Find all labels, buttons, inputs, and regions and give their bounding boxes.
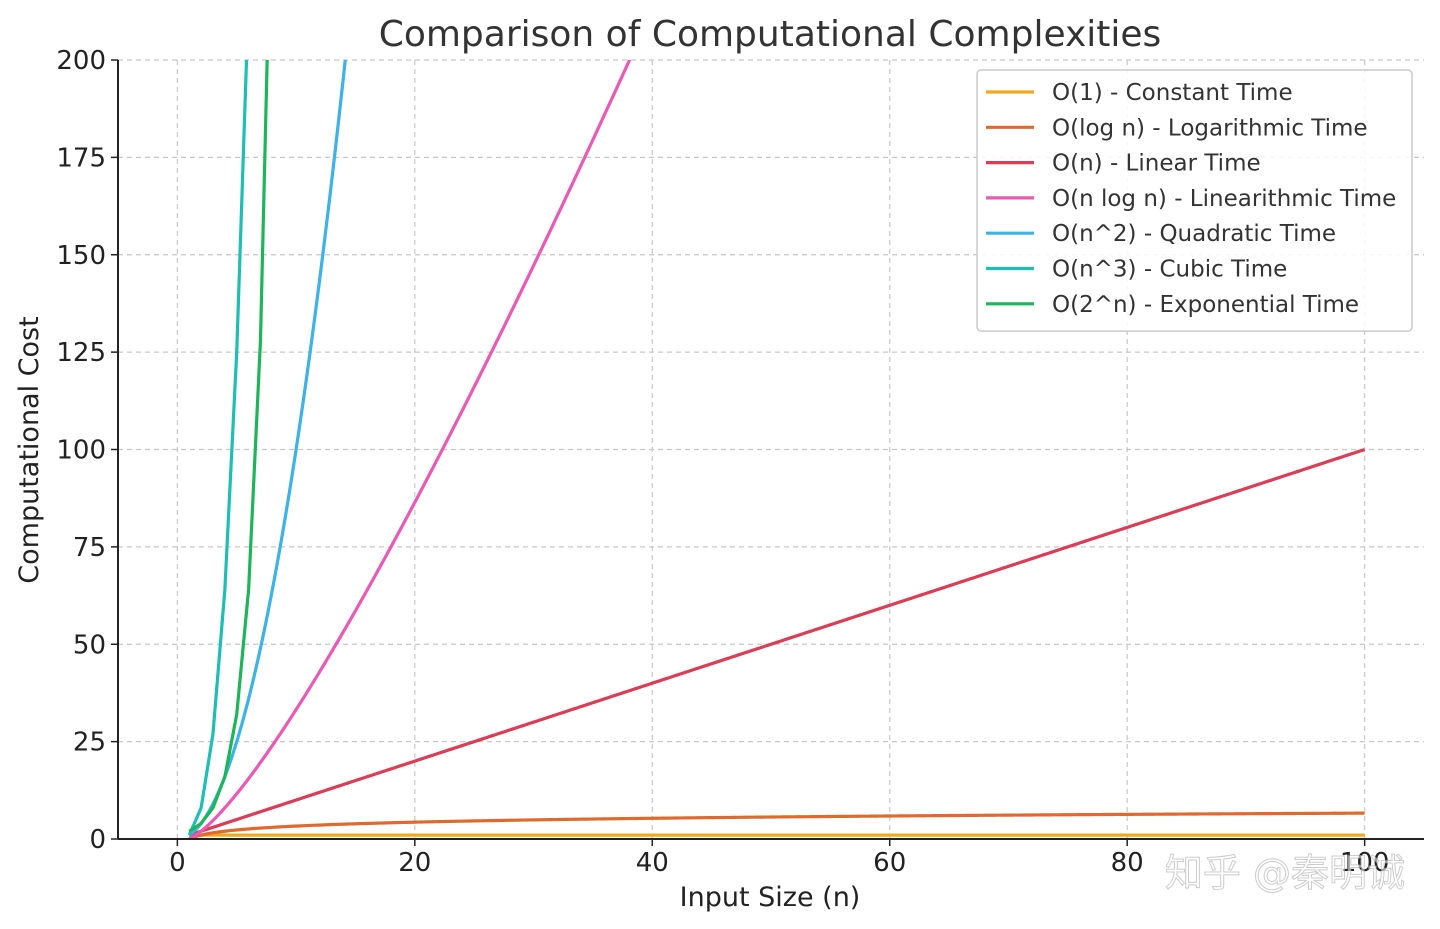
- series-line-nlogn: [188, 60, 632, 839]
- y-tick-label: 75: [73, 533, 106, 563]
- series-line-exponential: [188, 60, 269, 833]
- x-tick-label: 100: [1340, 848, 1390, 878]
- y-tick-label: 0: [89, 825, 106, 855]
- y-tick-label: 150: [56, 241, 106, 271]
- legend-entry: O(n log n) - Linearithmic Time: [1052, 186, 1396, 212]
- y-tick-label: 50: [73, 630, 106, 660]
- legend-entry: O(1) - Constant Time: [1052, 80, 1293, 106]
- y-tick-label: 100: [56, 436, 106, 466]
- y-tick-label: 125: [56, 338, 106, 368]
- x-tick-label: 60: [873, 848, 906, 878]
- legend-entry: O(2^n) - Exponential Time: [1052, 292, 1359, 318]
- x-axis-ticks: 0 20 40 60 80 100: [169, 839, 1389, 878]
- watermark-text: 知乎 @秦明诚: [1165, 851, 1405, 895]
- series-line-log: [188, 811, 1365, 839]
- x-axis-label: Input Size (n): [680, 882, 861, 913]
- y-tick-label: 200: [56, 46, 106, 76]
- y-tick-label: 25: [73, 728, 106, 758]
- y-axis-label: Computational Cost: [14, 316, 45, 583]
- legend-entry: O(n^2) - Quadratic Time: [1052, 221, 1336, 247]
- chart-title: Comparison of Computational Complexities: [379, 14, 1162, 55]
- x-tick-label: 80: [1111, 848, 1144, 878]
- x-tick-label: 0: [169, 848, 186, 878]
- legend-entry: O(n^3) - Cubic Time: [1052, 257, 1287, 283]
- x-tick-label: 20: [398, 848, 431, 878]
- series-line-linear: [188, 447, 1366, 837]
- series-lines: [187, 60, 1366, 839]
- legend-entry: O(n) - Linear Time: [1052, 151, 1261, 177]
- series-line-cubic: [187, 60, 249, 836]
- y-tick-label: 175: [56, 143, 106, 173]
- y-axis-ticks: 0 25 50 75 100 125 150 175 200: [56, 46, 118, 855]
- legend-entry: O(log n) - Logarithmic Time: [1052, 115, 1368, 141]
- legend: O(1) - Constant Time O(log n) - Logarithm…: [976, 69, 1413, 332]
- x-tick-label: 40: [636, 848, 669, 878]
- legend-box: [976, 69, 1413, 332]
